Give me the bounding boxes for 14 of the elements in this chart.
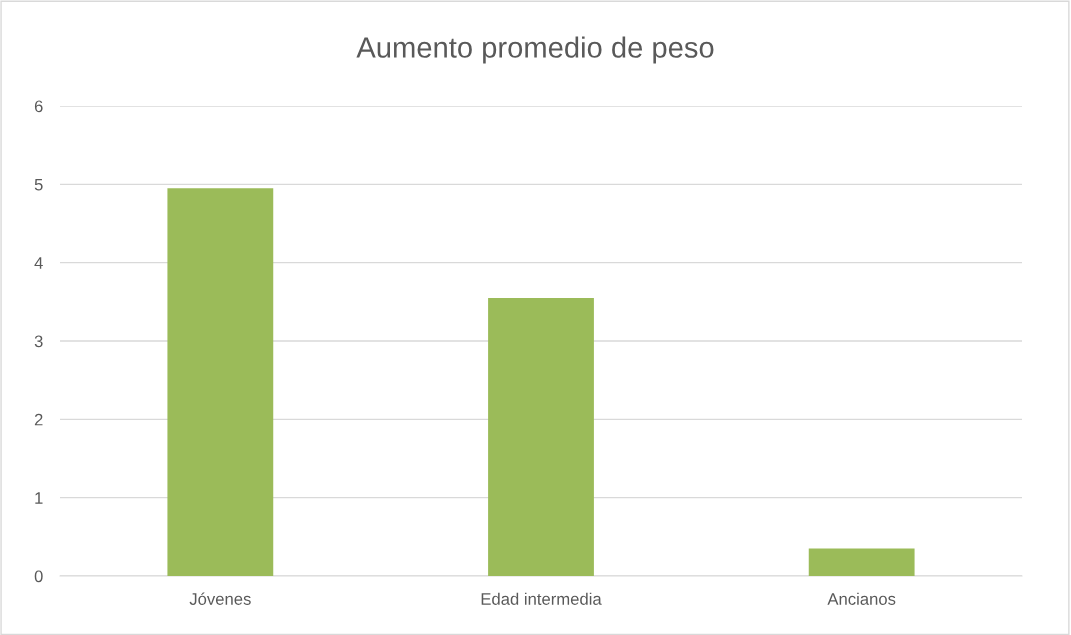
y-tick-label: 2 — [34, 413, 43, 426]
y-tick-label: 1 — [35, 492, 43, 504]
x-tick-label: Ancianos — [827, 592, 896, 605]
y-tick-label: 0 — [34, 570, 43, 583]
bar — [167, 188, 274, 576]
y-tick-label: 5 — [34, 178, 43, 191]
y-tick-label: 4 — [34, 257, 43, 269]
y-tick-label: 6 — [34, 100, 43, 113]
chart-title: Aumento promedio de peso — [356, 36, 714, 64]
y-tick-label: 3 — [34, 335, 43, 348]
x-tick-label: Jóvenes — [189, 592, 251, 605]
bar — [808, 548, 915, 576]
x-tick-label: Edad intermedia — [481, 592, 602, 605]
bar — [488, 297, 594, 576]
